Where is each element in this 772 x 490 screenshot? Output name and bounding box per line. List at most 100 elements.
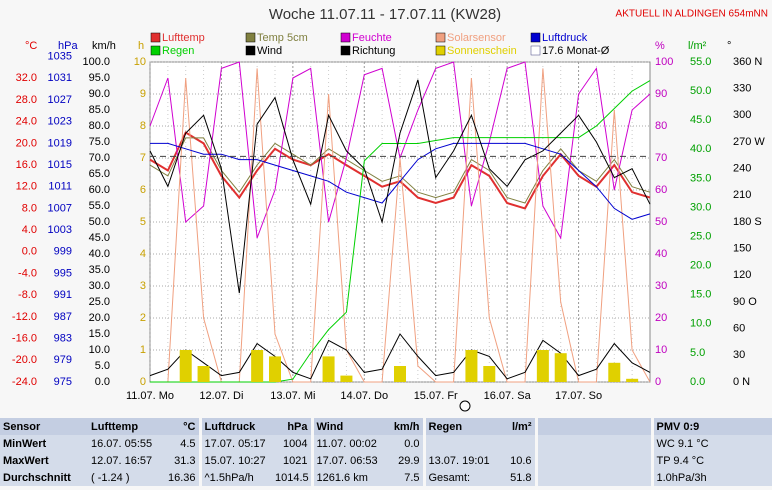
legend-swatch: [340, 45, 351, 56]
y-tick-label: 80.0: [89, 120, 110, 132]
table-cell: TP 9.4 °C: [656, 454, 705, 467]
y-tick-label: 20.0: [690, 260, 711, 272]
table-cell: 1.0hPa/3h: [656, 471, 707, 484]
y-tick-label: 1007: [48, 202, 72, 214]
x-tick-label: 15.07. Fr: [414, 390, 458, 402]
table-row: Durchschnitt ( -1.24 ) 16.36 ^1.5hPa/h 1014.…: [0, 469, 772, 486]
y-tick-label: 1035: [48, 50, 72, 62]
y-tick-label: 55.0: [89, 200, 110, 212]
table-cell: Durchschnitt: [3, 471, 71, 484]
y-tick-label: 270 W: [733, 136, 765, 148]
y-tick-label: 979: [54, 354, 72, 366]
y-tick-label: 8.0: [22, 202, 37, 214]
x-tick-label: 11.07. Mo: [126, 390, 174, 402]
table-cell: 1261.6 km: [316, 471, 368, 484]
y-tick-label: 28.0: [16, 94, 37, 106]
x-tick-label: 12.07. Di: [199, 390, 243, 402]
bar: [340, 375, 353, 382]
gap-cell: [536, 435, 654, 452]
y-tick-label: 3: [140, 280, 146, 292]
y-tick-label: 55.0: [690, 56, 711, 68]
table-row: MinWert 16.07. 05:55 4.5 17.07. 05:17 1004 11…: [0, 435, 772, 452]
x-tick-label: 13.07. Mi: [270, 390, 315, 402]
y-tick-label: 0: [140, 376, 146, 388]
table-cell: Lufttemp: [88, 418, 160, 435]
legend-swatch: [150, 45, 161, 56]
table-cell: 17.07. 06:53: [316, 454, 378, 467]
y-tick-label: 8: [140, 120, 146, 132]
y-tick-label: 10: [134, 56, 146, 68]
y-tick-label: 12.0: [16, 181, 37, 193]
y-tick-label: 45.0: [89, 232, 110, 244]
stats-table: Sensor Lufttemp °C Luftdruck hPa Wind km/h Rege…: [0, 418, 772, 486]
legend-label: 17.6 Monat-Ø: [542, 45, 610, 57]
table-cell: [496, 435, 538, 452]
y-tick-label: 5.0: [690, 347, 705, 359]
y-tick-label: 0.0: [95, 376, 110, 388]
chart-title: Woche 11.07.11 - 17.07.11 (KW28): [269, 6, 501, 23]
y-tick-label: 40: [655, 248, 667, 260]
y-tick-label: 24.0: [16, 116, 37, 128]
table-cell: 51.8: [496, 469, 538, 486]
y-tick-label: 60: [733, 323, 745, 335]
y-tick-label: 100: [655, 56, 673, 68]
axis-title: l/m²: [688, 40, 707, 52]
y-tick-label: 60: [655, 184, 667, 196]
y-tick-label: 180 S: [733, 216, 762, 228]
legend-label: Richtung: [352, 45, 395, 57]
bar: [608, 362, 621, 382]
y-tick-label: 70.0: [89, 152, 110, 164]
gap-cell: [536, 469, 654, 486]
y-tick-label: 300: [733, 109, 751, 121]
table-cell: MinWert: [3, 437, 47, 450]
bar: [554, 353, 567, 382]
y-tick-label: 5: [140, 216, 146, 228]
y-tick-label: 1015: [48, 159, 72, 171]
y-tick-label: 1003: [48, 224, 72, 236]
y-tick-label: 995: [54, 267, 72, 279]
y-tick-label: 90.0: [89, 88, 110, 100]
y-tick-label: 4: [140, 248, 146, 260]
table-cell: hPa: [272, 418, 314, 435]
table-cell: Wind: [312, 418, 384, 435]
table-cell: WC 9.1 °C: [656, 437, 709, 450]
y-tick-label: 5.0: [95, 360, 110, 372]
y-tick-label: 1011: [48, 181, 72, 193]
bar: [483, 366, 496, 382]
bar: [322, 356, 335, 382]
legend-label: Feuchte: [352, 32, 392, 44]
y-tick-label: 65.0: [89, 168, 110, 180]
y-tick-label: 7: [140, 152, 146, 164]
table-row: MaxWert 12.07. 16:57 31.3 15.07. 10:27 1021 1…: [0, 452, 772, 469]
table-cell: °C: [160, 418, 202, 435]
axis-title: km/h: [92, 40, 116, 52]
y-tick-label: 95.0: [89, 72, 110, 84]
y-tick-label: 210: [733, 189, 751, 201]
y-tick-label: -4.0: [18, 267, 37, 279]
table-cell: 10.6: [496, 452, 538, 469]
y-tick-label: 40.0: [89, 248, 110, 260]
y-tick-label: 70: [655, 152, 667, 164]
table-cell: 0.0: [384, 435, 426, 452]
y-tick-label: 4.0: [22, 224, 37, 236]
y-tick-label: 360 N: [733, 56, 762, 68]
y-tick-label: 6: [140, 184, 146, 196]
y-tick-label: 50: [655, 216, 667, 228]
y-tick-label: 30: [733, 349, 745, 361]
table-cell: 13.07. 19:01: [428, 454, 490, 467]
y-tick-label: 100.0: [82, 56, 110, 68]
bar: [269, 356, 281, 382]
y-tick-label: 9: [140, 88, 146, 100]
y-tick-label: 1027: [48, 94, 72, 106]
legend-label: Temp 5cm: [257, 32, 308, 44]
y-tick-label: 1031: [48, 72, 72, 84]
y-tick-label: -20.0: [12, 354, 37, 366]
table-cell: 29.9: [384, 452, 426, 469]
legend-label: Lufttemp: [162, 32, 205, 44]
table-cell: MaxWert: [3, 454, 49, 467]
legend-swatch: [150, 32, 161, 43]
y-tick-label: 10: [655, 344, 667, 356]
y-tick-label: 1019: [48, 137, 72, 149]
table-cell: 16.36: [160, 469, 202, 486]
